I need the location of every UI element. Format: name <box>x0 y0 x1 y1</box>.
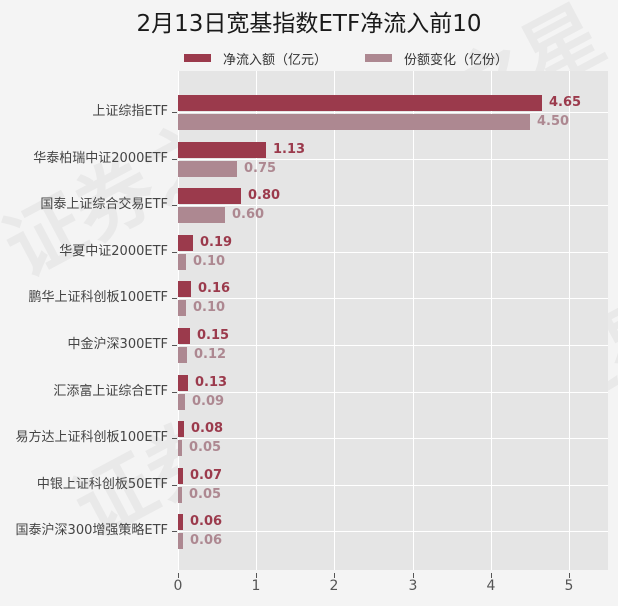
bar-share-change <box>178 254 186 270</box>
x-tick <box>569 573 570 578</box>
bar-net-inflow <box>178 421 184 437</box>
value-label-share-change: 0.10 <box>193 254 226 269</box>
bar-share-change <box>178 394 185 410</box>
value-label-share-change: 0.10 <box>193 300 226 315</box>
x-tick-label: 3 <box>408 578 418 594</box>
category-label: 汇添富上证综合ETF <box>53 384 168 399</box>
value-label-net-inflow: 0.06 <box>190 514 223 529</box>
y-tick <box>172 392 177 393</box>
value-label-share-change: 0.05 <box>189 487 222 502</box>
value-label-net-inflow: 1.13 <box>273 142 306 157</box>
bar-net-inflow <box>178 95 542 111</box>
legend-label-share-change: 份额变化（亿份） <box>404 52 509 68</box>
category-label: 国泰沪深300增强策略ETF <box>15 523 168 538</box>
value-label-share-change: 0.12 <box>194 347 227 362</box>
horizontal-gridline <box>178 485 608 486</box>
x-tick <box>256 573 257 578</box>
bar-net-inflow <box>178 235 193 251</box>
value-label-net-inflow: 0.19 <box>200 235 233 250</box>
category-label: 华泰柏瑞中证2000ETF <box>33 151 168 166</box>
horizontal-gridline <box>178 112 608 113</box>
category-label: 鹏华上证科创板100ETF <box>28 290 168 305</box>
legend-item-share-change: 份额变化（亿份） <box>365 49 508 68</box>
category-label: 中银上证科创板50ETF <box>36 477 168 492</box>
bar-share-change <box>178 114 530 130</box>
y-tick <box>172 531 177 532</box>
x-tick-label: 5 <box>564 578 574 594</box>
value-label-share-change: 0.06 <box>190 533 223 548</box>
y-tick <box>172 438 177 439</box>
category-label: 上证综指ETF <box>92 104 168 119</box>
x-tick <box>178 573 179 578</box>
bar-net-inflow <box>178 375 188 391</box>
value-label-net-inflow: 0.07 <box>190 468 223 483</box>
bar-share-change <box>178 347 187 363</box>
bar-net-inflow <box>178 468 183 484</box>
value-label-net-inflow: 0.80 <box>248 188 281 203</box>
y-tick <box>172 159 177 160</box>
value-label-share-change: 4.50 <box>537 114 570 129</box>
category-label: 华夏中证2000ETF <box>59 244 168 259</box>
legend-label-net-inflow: 净流入额（亿元） <box>223 52 328 68</box>
x-tick-label: 1 <box>251 578 261 594</box>
horizontal-gridline <box>178 252 608 253</box>
legend-swatch-net-inflow <box>184 54 211 62</box>
y-tick <box>172 205 177 206</box>
vertical-gridline <box>569 71 570 570</box>
y-tick <box>172 298 177 299</box>
x-tick-label: 2 <box>329 578 339 594</box>
horizontal-gridline <box>178 298 608 299</box>
category-label: 国泰上证综合交易ETF <box>40 197 168 212</box>
bar-net-inflow <box>178 142 266 158</box>
y-tick <box>172 112 177 113</box>
bar-share-change <box>178 440 182 456</box>
category-label: 中金沪深300ETF <box>67 337 168 352</box>
value-label-net-inflow: 0.15 <box>197 328 230 343</box>
bar-share-change <box>178 533 183 549</box>
x-tick-label: 4 <box>486 578 496 594</box>
y-tick <box>172 485 177 486</box>
value-label-net-inflow: 0.13 <box>195 375 228 390</box>
vertical-gridline <box>334 71 335 570</box>
x-tick <box>334 573 335 578</box>
legend-item-net-inflow: 净流入额（亿元） <box>184 49 327 68</box>
horizontal-gridline <box>178 205 608 206</box>
value-label-net-inflow: 4.65 <box>549 95 582 110</box>
chart-title: 2月13日宽基指数ETF净流入前10 <box>136 11 482 37</box>
vertical-gridline <box>491 71 492 570</box>
value-label-share-change: 0.60 <box>232 207 265 222</box>
bar-share-change <box>178 161 237 177</box>
value-label-share-change: 0.05 <box>189 440 222 455</box>
y-tick <box>172 252 177 253</box>
bar-net-inflow <box>178 188 241 204</box>
x-tick-label: 0 <box>173 578 183 594</box>
horizontal-gridline <box>178 531 608 532</box>
vertical-gridline <box>256 71 257 570</box>
vertical-gridline <box>413 71 414 570</box>
legend-swatch-share-change <box>365 54 393 62</box>
bar-share-change <box>178 207 225 223</box>
category-label: 易方达上证科创板100ETF <box>15 430 168 445</box>
vertical-gridline <box>178 71 179 570</box>
horizontal-gridline <box>178 159 608 160</box>
horizontal-gridline <box>178 438 608 439</box>
horizontal-gridline <box>178 345 608 346</box>
value-label-share-change: 0.75 <box>244 161 277 176</box>
value-label-net-inflow: 0.16 <box>198 281 231 296</box>
bar-net-inflow <box>178 328 190 344</box>
value-label-net-inflow: 0.08 <box>191 421 224 436</box>
bar-share-change <box>178 300 186 316</box>
value-label-share-change: 0.09 <box>192 394 225 409</box>
x-tick <box>413 573 414 578</box>
horizontal-gridline <box>178 392 608 393</box>
bar-net-inflow <box>178 281 191 297</box>
y-tick <box>172 345 177 346</box>
bar-share-change <box>178 487 182 503</box>
x-tick <box>491 573 492 578</box>
plot-area: 4.65 4.50 1.13 0.75 0.80 0.60 0.19 0.10 0.16 0.10… <box>178 71 608 570</box>
legend: 净流入额（亿元） 份额变化（亿份） <box>184 48 546 68</box>
bar-net-inflow <box>178 514 183 530</box>
